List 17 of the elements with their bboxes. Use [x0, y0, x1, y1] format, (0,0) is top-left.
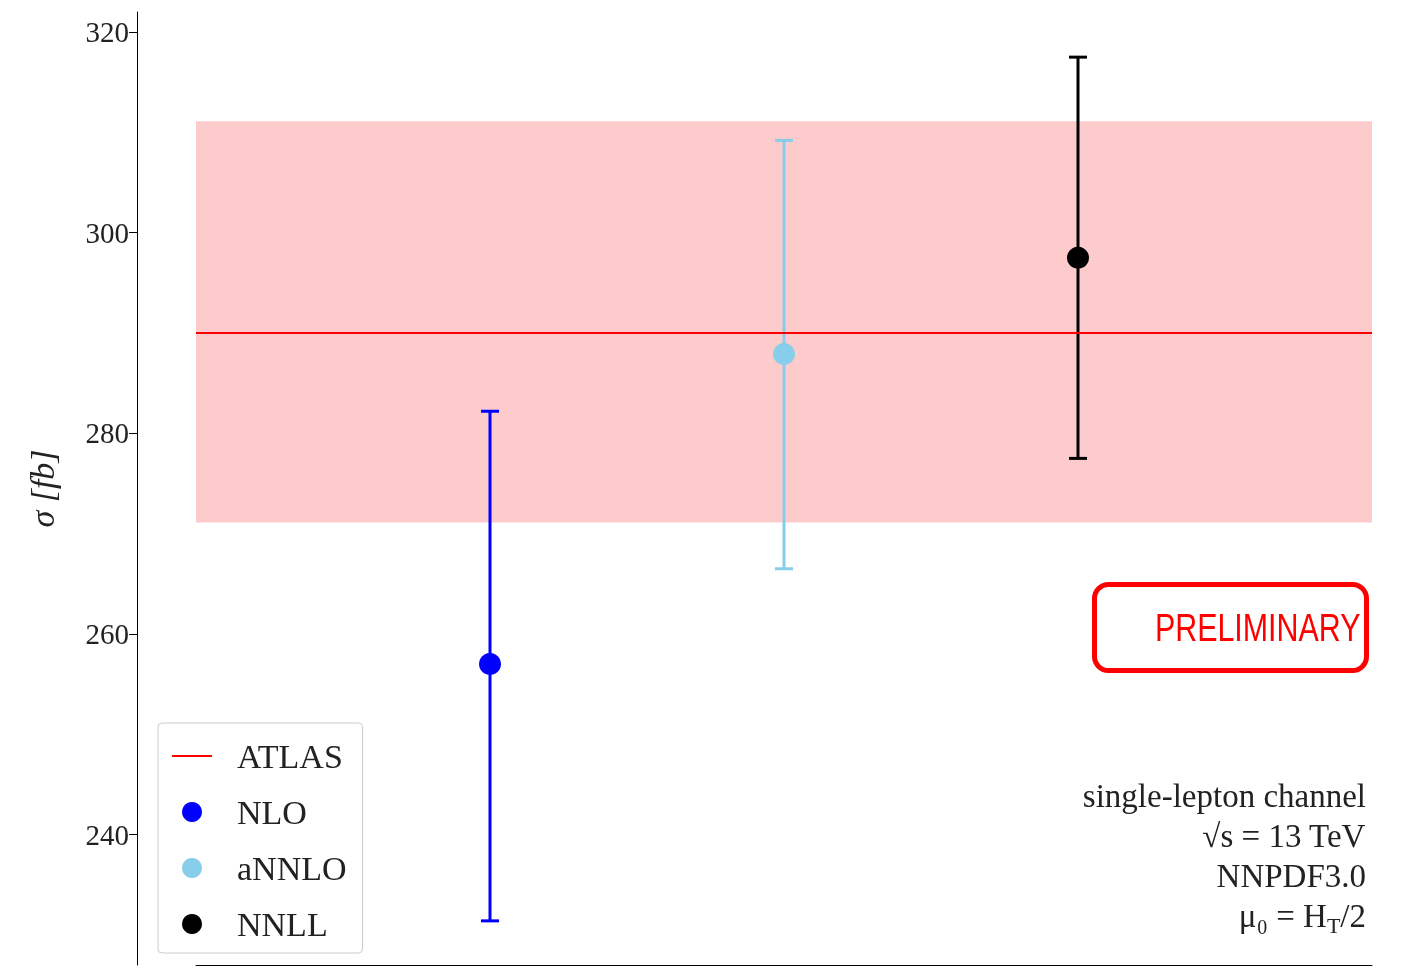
legend-label: NNLL	[237, 905, 328, 943]
annotation: √s = 13 TeV	[1202, 818, 1366, 854]
annotation: PRELIMINARY	[1154, 606, 1361, 649]
point	[479, 653, 501, 676]
point	[773, 343, 795, 366]
y-tick-label: 260	[85, 617, 129, 650]
legend-label: NLO	[237, 793, 307, 831]
y-tick-label: 300	[85, 216, 129, 249]
annotation: single-lepton channel	[1082, 778, 1367, 814]
y-tick-label: 320	[85, 16, 129, 49]
point	[1067, 246, 1089, 269]
legend-label: aNNLO	[237, 849, 347, 887]
annotation: NNPDF3.0	[1216, 858, 1366, 894]
y-axis-title: σ [fb]	[23, 449, 61, 528]
y-tick-label: 240	[85, 818, 129, 851]
y-tick-label: 280	[85, 417, 129, 450]
legend-label: ATLAS	[237, 737, 343, 775]
